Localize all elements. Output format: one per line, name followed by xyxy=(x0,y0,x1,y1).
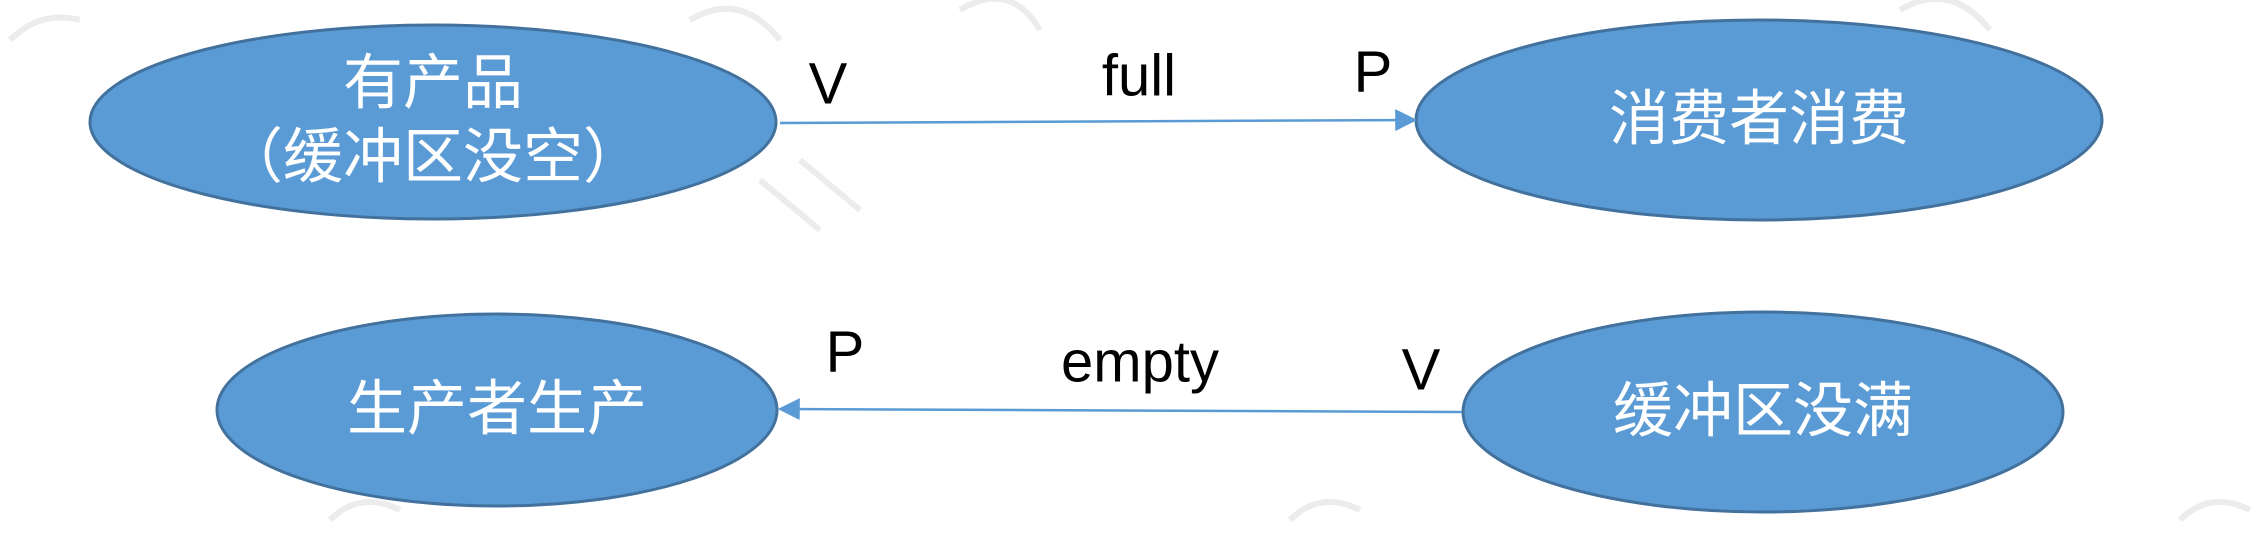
edge-full-target-op: P xyxy=(1354,39,1393,104)
edge-full-label: full xyxy=(1102,43,1176,108)
node-buffer-not-full-label: 缓冲区没满 xyxy=(1613,377,1913,447)
edge-empty: P empty V xyxy=(777,319,1463,421)
node-has-product: 有产品 （缓冲区没空） xyxy=(88,23,778,221)
edge-full-source-op: V xyxy=(809,51,848,116)
node-has-product-line2: （缓冲区没空） xyxy=(223,123,643,193)
edge-full-arrow xyxy=(779,109,1418,132)
edge-empty-target-op: P xyxy=(826,319,865,384)
edge-full: V full P xyxy=(779,39,1418,132)
node-buffer-not-full: 缓冲区没满 xyxy=(1461,310,2065,514)
node-consumer-consumes: 消费者消费 xyxy=(1414,18,2104,222)
node-producer-produces: 生产者生产 xyxy=(215,312,779,508)
edge-empty-source-op: V xyxy=(1402,337,1441,402)
edge-empty-label: empty xyxy=(1061,329,1219,394)
node-consumer-consumes-label: 消费者消费 xyxy=(1609,85,1909,155)
node-has-product-line1: 有产品 xyxy=(343,49,523,119)
edge-empty-arrow xyxy=(777,398,1463,421)
node-producer-produces-label: 生产者生产 xyxy=(347,375,647,445)
